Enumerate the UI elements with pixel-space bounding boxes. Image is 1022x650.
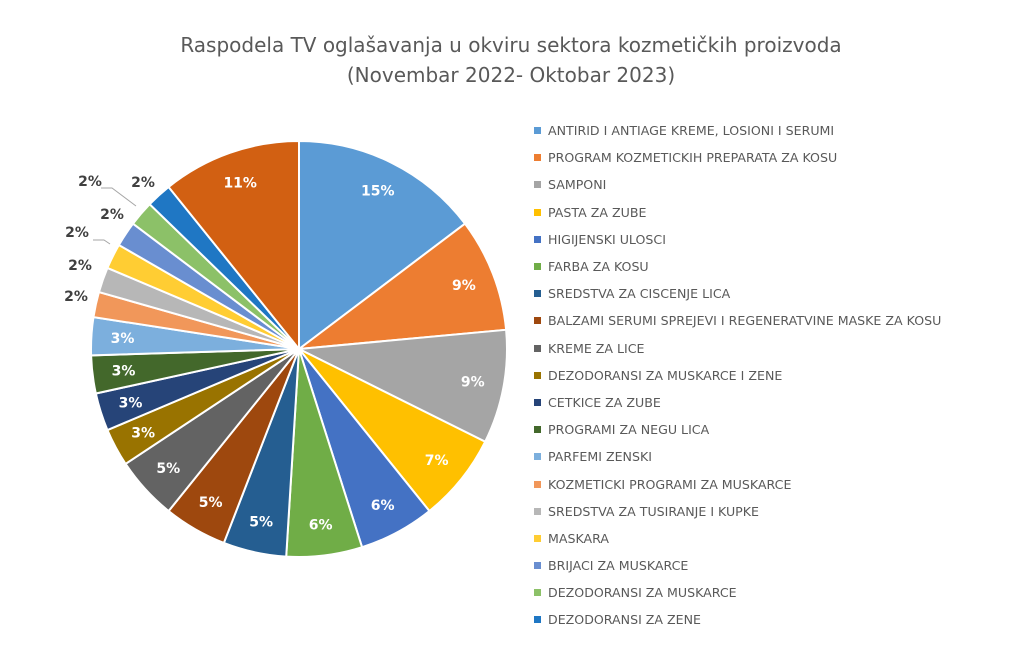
legend-swatch: [534, 344, 541, 352]
data-label: 2%: [131, 175, 155, 191]
data-label: 2%: [78, 174, 102, 190]
pie-slice: [295, 222, 508, 351]
legend-swatch: [534, 589, 541, 597]
legend-item: KREME ZA LICE: [534, 335, 1014, 362]
legend-item: FARBA ZA KOSU: [534, 253, 1014, 280]
legend-swatch: [534, 398, 541, 406]
legend-swatch: [534, 290, 541, 298]
legend-swatch: [534, 534, 541, 542]
data-label: 3%: [111, 331, 135, 347]
data-label: 2%: [64, 289, 88, 305]
legend-item: SREDSTVA ZA CISCENJE LICA: [534, 280, 1014, 307]
legend-swatch: [534, 154, 541, 162]
legend-swatch: [534, 426, 541, 434]
legend-label: PASTA ZA ZUBE: [548, 204, 647, 220]
legend-item: SAMPONI: [534, 171, 1014, 198]
pie-slice: [167, 139, 300, 352]
legend-swatch: [534, 127, 541, 135]
data-label: 2%: [100, 207, 124, 223]
legend-label: SREDSTVA ZA CISCENJE LICA: [548, 286, 731, 302]
legend-label: DEZODORANSI ZA MUSKARCE: [548, 585, 737, 601]
legend-item: KOZMETICKI PROGRAMI ZA MUSKARCE: [534, 470, 1014, 497]
data-label: 6%: [309, 518, 333, 534]
data-label: 6%: [371, 498, 395, 514]
legend-item: MASKARA: [534, 525, 1014, 552]
legend-item: PROGRAM KOZMETICKIH PREPARATA ZA KOSU: [534, 144, 1014, 171]
leader-line: [93, 239, 111, 245]
pie-slice: [298, 139, 467, 352]
legend-swatch: [534, 235, 541, 243]
legend-label: PROGRAM KOZMETICKIH PREPARATA ZA KOSU: [548, 150, 838, 166]
legend-item: DEZODORANSI ZA MUSKARCE I ZENE: [534, 362, 1014, 389]
legend-item: CETKICE ZA ZUBE: [534, 389, 1014, 416]
legend-item: PASTA ZA ZUBE: [534, 199, 1014, 226]
legend-item: PARFEMI ZENSKI: [534, 443, 1014, 470]
data-label: 3%: [112, 364, 136, 380]
chart-subtitle-line: (Novembar 2022- Oktobar 2023): [346, 63, 676, 87]
legend-swatch: [534, 480, 541, 488]
legend-swatch: [534, 562, 541, 570]
legend-label: PROGRAMI ZA NEGU LICA: [548, 422, 710, 438]
legend-item: HIGIJENSKI ULOSCI: [534, 226, 1014, 253]
legend-label: MASKARA: [548, 530, 609, 546]
legend-label: CETKICE ZA ZUBE: [548, 394, 661, 410]
legend-label: DEZODORANSI ZA MUSKARCE I ZENE: [548, 367, 783, 383]
data-label: 11%: [223, 175, 257, 191]
legend-label: SAMPONI: [548, 177, 607, 193]
legend-label: KOZMETICKI PROGRAMI ZA MUSKARCE: [548, 476, 792, 492]
legend-swatch: [534, 317, 541, 325]
chart-title-line: Raspodela TV oglašavanja u okviru sektor…: [180, 33, 842, 57]
legend-swatch: [534, 453, 541, 461]
legend-swatch: [534, 371, 541, 379]
legend-label: KREME ZA LICE: [548, 340, 645, 356]
legend-swatch: [534, 263, 541, 271]
data-label: 5%: [249, 515, 273, 531]
legend-item: PROGRAMI ZA NEGU LICA: [534, 416, 1014, 443]
data-label: 2%: [68, 258, 92, 274]
data-label: 3%: [131, 426, 155, 442]
data-label: 5%: [156, 461, 180, 477]
legend-swatch: [534, 208, 541, 216]
legend-item: BALZAMI SERUMI SPREJEVI I REGENERATVINE …: [534, 307, 1014, 334]
legend-swatch: [534, 181, 541, 189]
legend-label: SREDSTVA ZA TUSIRANJE I KUPKE: [548, 503, 759, 519]
data-label: 2%: [65, 225, 89, 241]
leader-line: [101, 187, 137, 207]
data-label: 5%: [199, 495, 223, 511]
legend-label: DEZODORANSI ZA ZENE: [548, 612, 702, 628]
legend-swatch: [534, 616, 541, 624]
legend-item: DEZODORANSI ZA ZENE: [534, 606, 1014, 633]
legend-label: BALZAMI SERUMI SPREJEVI I REGENERATVINE …: [548, 313, 942, 329]
legend-label: PARFEMI ZENSKI: [548, 449, 652, 465]
legend-swatch: [534, 507, 541, 515]
data-label: 7%: [425, 453, 449, 469]
pie-slice: [295, 328, 508, 444]
data-label: 3%: [119, 396, 143, 412]
legend-label: FARBA ZA KOSU: [548, 259, 649, 275]
data-label: 15%: [361, 184, 395, 200]
data-label: 9%: [461, 375, 485, 391]
legend-label: ANTIRID I ANTIAGE KREME, LOSIONI I SERUM…: [548, 123, 835, 139]
legend-label: BRIJACI ZA MUSKARCE: [548, 558, 689, 574]
chart-legend: ANTIRID I ANTIAGE KREME, LOSIONI I SERUM…: [534, 117, 1014, 634]
data-label: 9%: [452, 278, 476, 294]
legend-label: HIGIJENSKI ULOSCI: [548, 231, 666, 247]
legend-item: ANTIRID I ANTIAGE KREME, LOSIONI I SERUM…: [534, 117, 1014, 144]
chart-title: Raspodela TV oglašavanja u okviru sektor…: [0, 30, 1022, 90]
legend-item: DEZODORANSI ZA MUSKARCE: [534, 579, 1014, 606]
legend-item: BRIJACI ZA MUSKARCE: [534, 552, 1014, 579]
legend-item: SREDSTVA ZA TUSIRANJE I KUPKE: [534, 498, 1014, 525]
